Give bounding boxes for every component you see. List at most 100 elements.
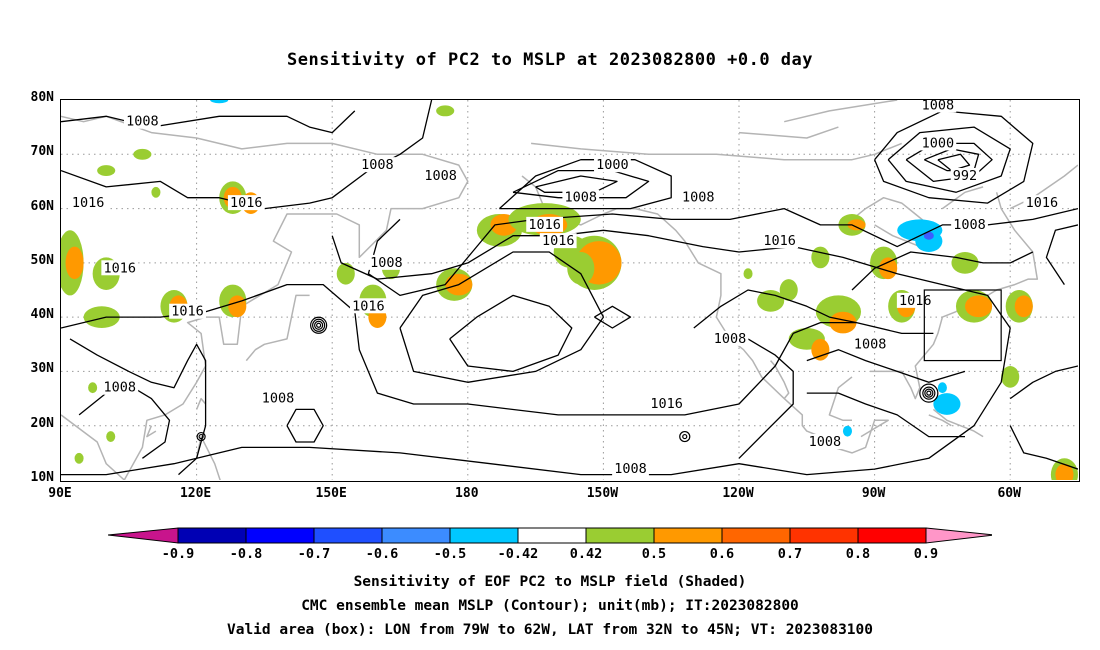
contour-label-bg	[169, 303, 206, 319]
contour-label-bg	[919, 135, 957, 151]
longitude-label: 120E	[179, 486, 212, 501]
sensitivity-patch-positive	[88, 382, 98, 394]
coastline	[531, 142, 902, 161]
coastline	[245, 294, 310, 362]
latitude-label: 20N	[30, 415, 54, 431]
coastlines	[61, 100, 1078, 480]
isobar	[693, 289, 857, 329]
coastline	[738, 126, 839, 139]
colorbar-tick-label: 0.9	[913, 546, 939, 562]
isobar	[512, 169, 650, 199]
latitude-label: 10N	[30, 470, 54, 485]
contour-label: 1016	[763, 233, 796, 249]
longitude-label: 60W	[997, 486, 1021, 501]
contour-label: 1000	[922, 135, 955, 151]
contour-label-bg	[679, 189, 717, 205]
isobar	[1009, 425, 1078, 470]
contour-label-bg	[359, 157, 396, 173]
isobar	[937, 153, 971, 172]
sensitivity-patch-negative	[842, 425, 852, 437]
mslp-contours	[61, 100, 1078, 476]
longitude-label: 90E	[48, 486, 72, 501]
isobar	[449, 294, 573, 373]
sensitivity-patch-strong	[965, 295, 993, 318]
isobar-ring	[316, 322, 322, 328]
colorbar-cell	[313, 527, 383, 544]
contour-label-bg	[227, 195, 265, 211]
longitude-label: 180	[455, 486, 479, 501]
colorbar-cell	[721, 527, 791, 544]
contour-label-bg	[259, 390, 297, 406]
isobar	[1045, 224, 1078, 285]
contour-label-bg	[123, 113, 161, 129]
contour-label: 1008	[953, 217, 986, 233]
contour-label-bg	[806, 434, 844, 449]
isobar	[61, 110, 356, 134]
contour-label-bg	[612, 461, 649, 477]
caption-line-1: Sensitivity of EOF PC2 to MSLP field (Sh…	[353, 574, 747, 590]
contour-label: 1016	[230, 195, 263, 211]
isobar	[535, 175, 618, 193]
longitude-label: 150E	[315, 486, 347, 501]
contour-label-bg	[711, 330, 749, 346]
isobar-ring	[926, 390, 932, 396]
isobar	[924, 148, 980, 172]
sensitivity-patch-negative	[210, 100, 229, 104]
caption-line-3: Valid area (box): LON from 79W to 62W, L…	[226, 622, 873, 638]
colorbar-tick-label: 0.7	[777, 546, 803, 562]
coastline	[146, 425, 157, 438]
longitude-label: 120W	[722, 486, 754, 501]
cyclone-rings	[919, 383, 939, 403]
sensitivity-patch-positive	[336, 262, 355, 285]
sensitivity-patch-negative	[923, 231, 934, 240]
isobar-ring	[312, 318, 326, 332]
contour-label-bg	[526, 216, 564, 232]
sensitivity-patch-positive	[436, 105, 455, 117]
isobar	[851, 251, 1034, 291]
sensitivity-patch-positive	[567, 252, 595, 285]
isobar	[399, 251, 605, 383]
isobar-ring	[314, 320, 324, 330]
isobar-ring	[198, 433, 204, 440]
colorbar-tick-label: 0.8	[845, 546, 871, 562]
contour-label-bg	[951, 216, 988, 232]
contour-label: 1008	[809, 434, 842, 450]
isobar-ring	[682, 433, 688, 440]
cyclone-rings	[196, 431, 206, 442]
sensitivity-patch-strong	[228, 295, 247, 318]
isobar	[738, 338, 794, 459]
cyclone-rings	[310, 316, 328, 334]
longitude-label: 150W	[586, 486, 619, 501]
contour-label: 1008	[922, 100, 955, 113]
sensitivity-patch-negative	[937, 382, 947, 394]
latitude-label: 60N	[30, 198, 54, 214]
valid-area-box	[923, 289, 1002, 362]
isobar	[286, 408, 324, 443]
isobar	[367, 207, 1078, 297]
sensitivity-patch-strong	[1014, 295, 1033, 318]
isobar-ring	[924, 388, 934, 398]
coastline	[770, 360, 790, 400]
contour-label: 1008	[614, 461, 647, 477]
contour-label: 1016	[171, 304, 204, 320]
contour-label-bg	[594, 157, 631, 173]
sensitivity-patch-strong	[1055, 463, 1074, 480]
contour-label: 1016	[650, 396, 683, 412]
isobar	[887, 126, 1011, 193]
longitude-label: 90W	[861, 486, 886, 501]
contour-label-bg	[69, 195, 107, 211]
coastline	[784, 100, 898, 123]
coastline	[1009, 164, 1078, 210]
sensitivity-patch-strong	[811, 338, 830, 361]
sensitivity-shading	[61, 100, 1078, 480]
contour-label: 1016	[104, 260, 137, 276]
sensitivity-patch-positive	[151, 186, 161, 198]
contour-label-bg	[648, 396, 686, 411]
contour-label: 1008	[854, 336, 887, 352]
colorbar-tick-label: -0.9	[161, 546, 195, 562]
isobar-ring	[919, 383, 939, 403]
contour-label: 1016	[72, 195, 105, 211]
plot-title: Sensitivity of PC2 to MSLP at 2023082800…	[286, 50, 813, 70]
contour-label: 1008	[370, 255, 403, 271]
